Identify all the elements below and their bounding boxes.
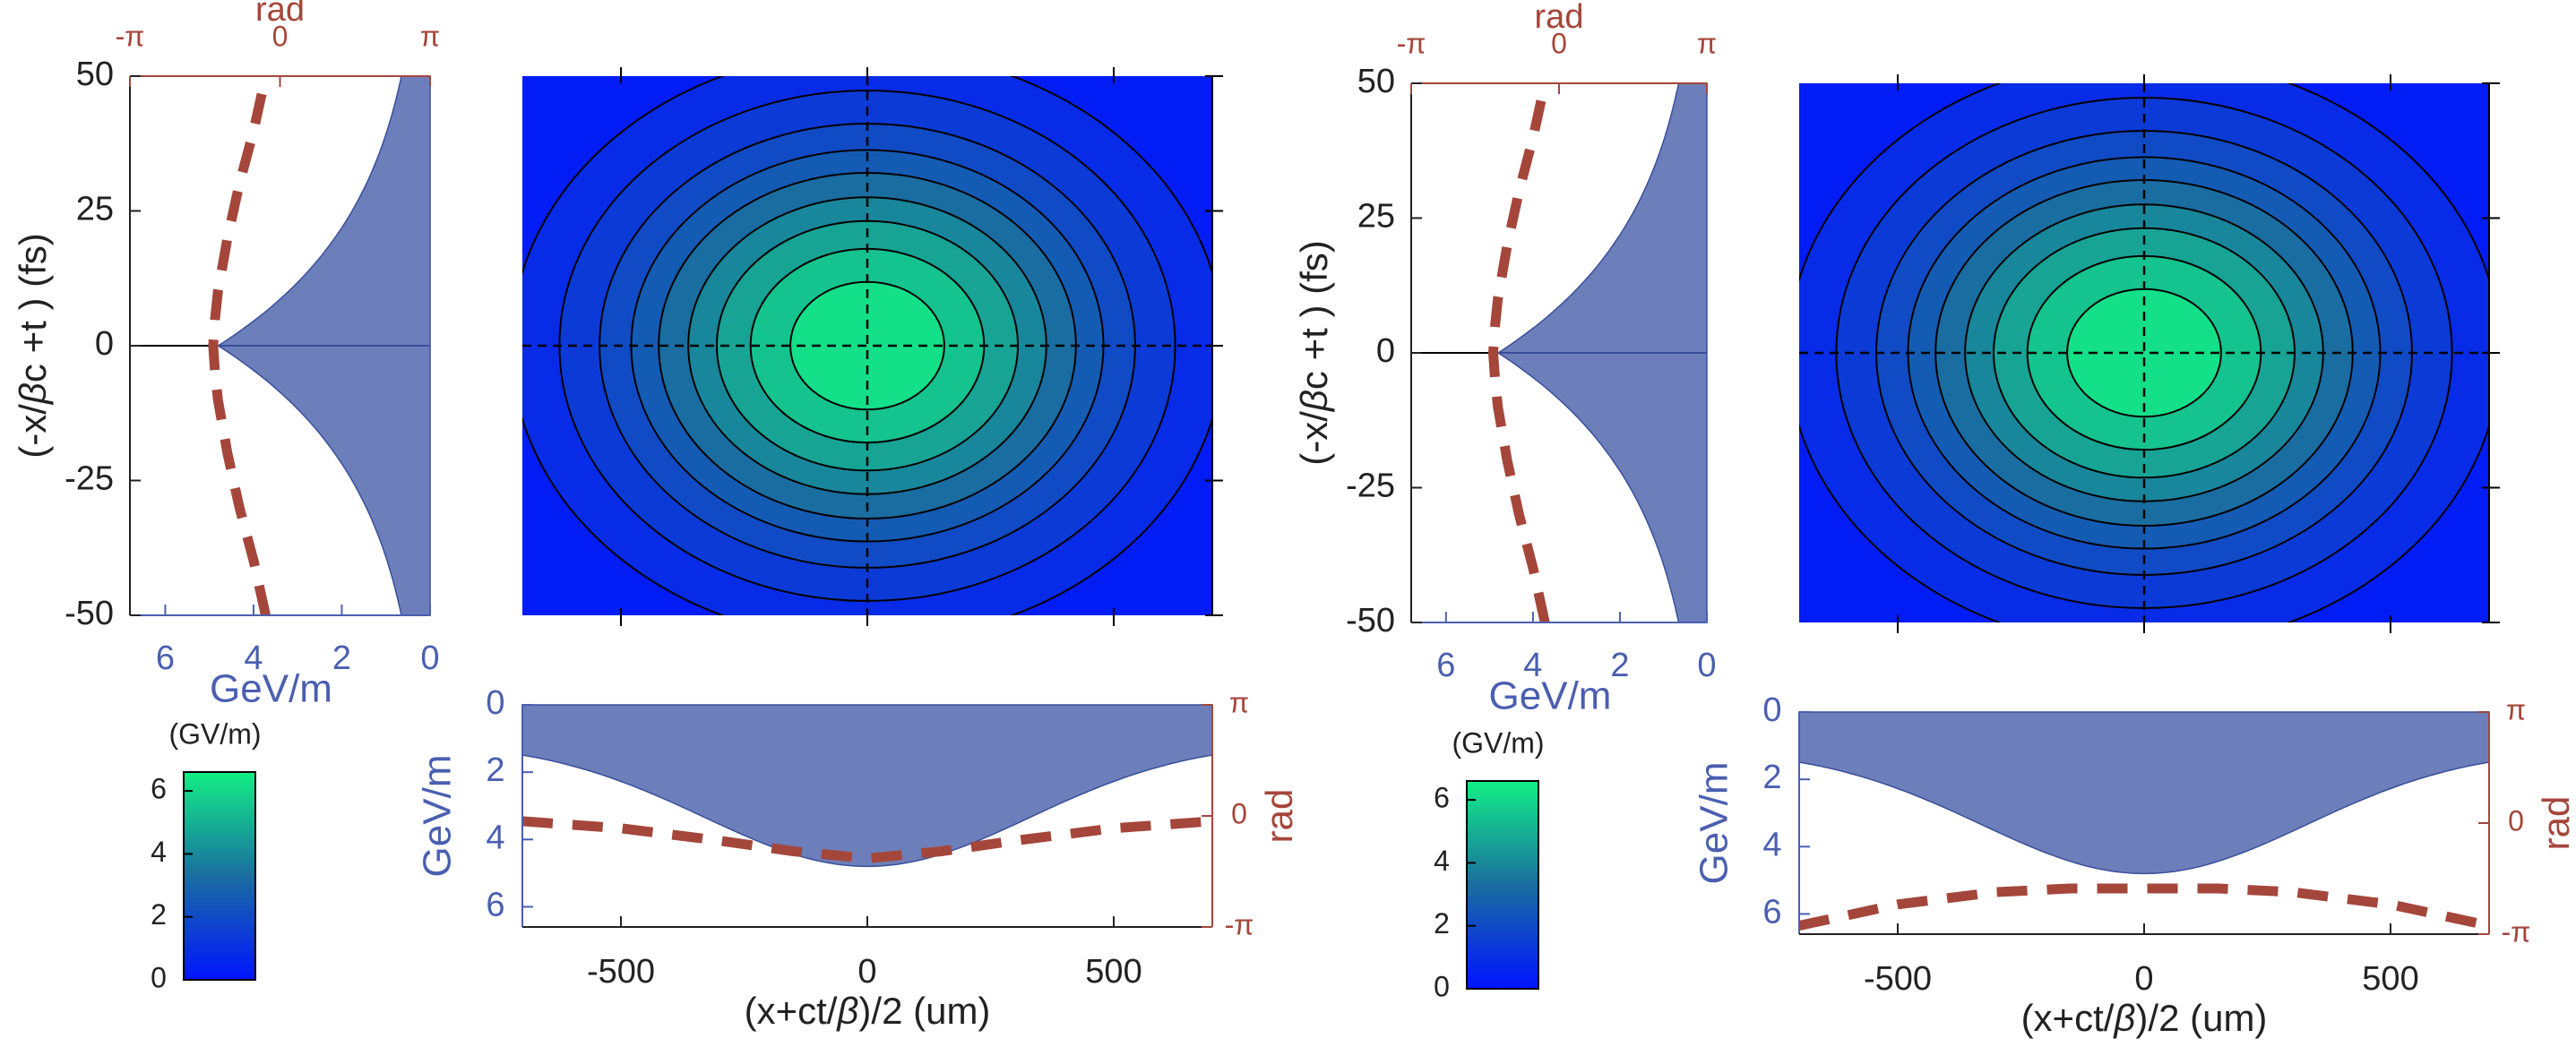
top-tick-label: 0 [1551,27,1567,59]
x-axis-title-part: β [835,990,858,1032]
side-panel: 50 25 0 -25 -50 6 4 2 0 GeV/m -π 0 π rad (-x/βc +t ) (… [12,0,440,711]
y-tick-label: 2 [486,751,504,789]
y-axis-title-part: c +t ) (fs) [1293,240,1335,390]
x-tick-label: 0 [857,953,876,991]
x-tick-label: 500 [2362,960,2418,998]
top-axis-title: rad [255,0,305,29]
y-tick-label: -25 [65,460,114,498]
y-axis-title: GeV/m [1693,762,1736,885]
right-axis-title: rad [1258,789,1300,844]
x-tick-label: -500 [587,953,655,991]
top-tick-label: 0 [272,20,289,52]
right-axis-title: rad [2535,796,2576,851]
right-tick-label: 0 [2508,804,2524,837]
y-tick-label: 25 [76,191,114,228]
x-tick-label: 2 [332,639,351,677]
heatmap-body [522,76,1212,615]
colorbar-tick-label: 4 [151,836,167,868]
x-tick-label: 4 [1523,647,1542,684]
y-axis-title: GeV/m [416,755,460,878]
colorbar-tick-label: 2 [151,898,167,931]
x-tick-label: 0 [420,639,439,677]
x-tick-label: 6 [156,639,175,677]
y-tick-label: -50 [65,595,114,632]
top-tick-label: π [1697,27,1717,59]
colorbar-bar [1466,780,1539,990]
y-tick-label: 6 [1762,893,1781,931]
y-axis-title-part: β [1293,390,1335,413]
y-tick-label: 6 [486,886,504,923]
y-tick-label: 4 [486,819,504,856]
colorbar: 6 4 2 0 (GV/m) [1434,726,1544,1002]
phase-curve [521,816,1213,863]
colorbar-tick-label: 6 [151,773,167,805]
x-axis-title: GeV/m [1489,674,1612,718]
field-envelope-area [1798,711,2490,875]
y-tick-label: 25 [1357,198,1395,236]
right-tick-label: -π [1225,908,1254,940]
right-tick-label: -π [2502,915,2531,948]
heatmap-panel [1799,74,2500,633]
colorbar-tick-label: 6 [1434,782,1450,814]
right-tick-label: 0 [1231,797,1247,829]
bottom-panel: 0 2 4 6 π 0 -π -500 0 500 (x+ct/β)/2 (um) GeV/m rad [1693,691,2576,1039]
x-tick-label: 2 [1610,647,1629,684]
colorbar-bar [183,771,256,981]
colorbar-tick-label: 4 [1434,845,1450,877]
colorbar: 6 4 2 0 (GV/m) [151,717,261,993]
y-tick-label: 50 [1357,63,1395,100]
top-tick-label: -π [116,20,145,52]
colorbar-title: (GV/m) [1452,726,1544,759]
phase-curve [1797,883,2491,931]
side-panel: 50 25 0 -25 -50 6 4 2 0 GeV/m -π 0 π rad (-x/βc +t ) (… [1293,0,1717,718]
y-tick-label: 0 [1376,332,1395,370]
colorbar-tick-label: 0 [151,961,167,993]
x-tick-label: -500 [1864,960,1932,998]
x-tick-label: 0 [1697,647,1716,684]
heatmap-panel [522,67,1223,626]
y-axis-title: (-x/βc +t ) (fs) [1293,240,1335,466]
x-axis-title: (x+ct/β)/2 (um) [2021,997,2268,1039]
phase-curve [1487,82,1550,624]
y-tick-label: -50 [1346,602,1395,639]
top-axis-title: rad [1535,0,1584,36]
y-tick-label: 0 [1762,691,1781,729]
field-envelope-area [521,704,1213,868]
x-axis-title-part: β [2112,997,2135,1039]
y-axis-title-part: (-x/ [12,404,54,459]
y-tick-label: 0 [95,325,114,363]
phase-curve [208,74,271,617]
x-tick-label: 500 [1085,953,1142,991]
x-axis-title-part: (x+ct/ [745,990,838,1032]
colorbar-tick-label: 2 [1434,907,1450,940]
y-tick-label: 2 [1762,759,1781,796]
y-axis-title-part: (-x/ [1293,411,1335,466]
x-tick-label: 6 [1436,647,1455,684]
y-axis-title-part: c +t ) (fs) [12,233,54,382]
x-axis-title-part: )/2 (um) [858,990,990,1032]
x-tick-label: 4 [244,639,263,677]
y-tick-label: 50 [76,56,114,93]
x-axis-title: GeV/m [210,667,332,711]
y-axis-title-part: β [12,382,54,406]
top-tick-label: π [420,20,440,52]
right-tick-label: π [1229,686,1249,718]
heatmap-body [1799,83,2489,622]
colorbar-title: (GV/m) [168,717,261,750]
x-axis-title: (x+ct/β)/2 (um) [745,990,991,1032]
top-tick-label: -π [1397,27,1426,59]
y-tick-label: 0 [486,684,504,722]
bottom-panel: 0 2 4 6 π 0 -π -500 0 500 (x+ct/β)/2 (um) GeV/m rad [416,684,1300,1032]
colorbar-tick-label: 0 [1434,970,1450,1002]
y-axis-title: (-x/βc +t ) (fs) [12,233,54,459]
y-tick-label: -25 [1346,468,1395,505]
right-tick-label: π [2506,693,2526,725]
y-tick-label: 4 [1762,826,1781,863]
x-tick-label: 0 [2134,960,2153,998]
x-axis-title-part: (x+ct/ [2021,997,2115,1039]
x-axis-title-part: )/2 (um) [2135,997,2267,1039]
